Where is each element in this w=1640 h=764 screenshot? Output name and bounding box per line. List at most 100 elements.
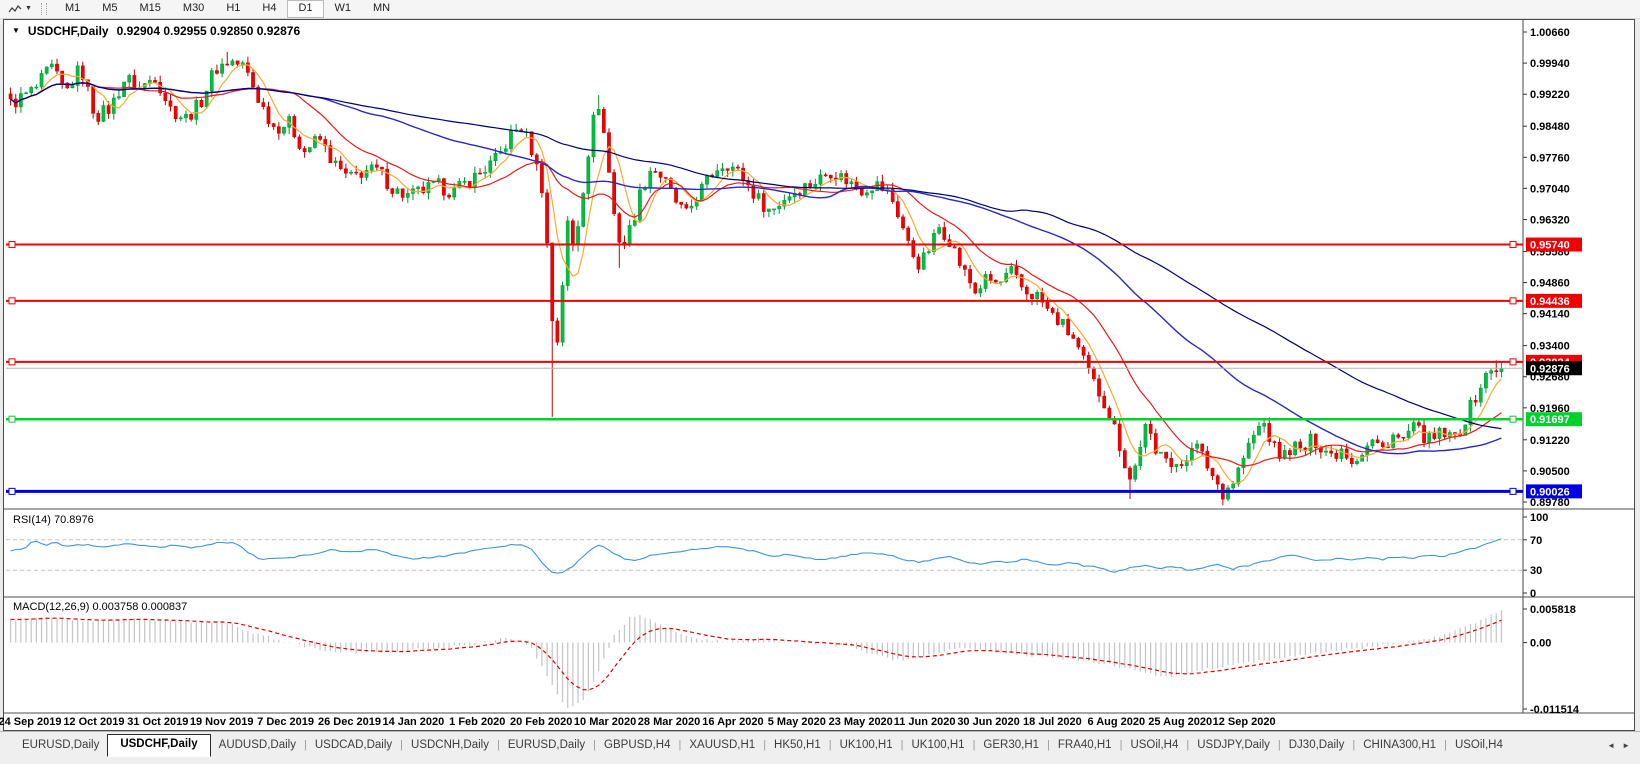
candle-body — [1422, 425, 1426, 443]
candle-body — [952, 246, 957, 249]
level-handle[interactable] — [1509, 358, 1517, 366]
macd-tick-label: 0.00 — [1530, 638, 1551, 650]
candle-body — [266, 106, 271, 124]
tab-dj30-daily[interactable]: DJ30,Daily — [1288, 739, 1345, 751]
tab-hk50-h1[interactable]: HK50,H1 — [774, 739, 821, 751]
price-tick-label: 0.94860 — [1530, 278, 1570, 290]
toolbar-grip[interactable] — [40, 3, 47, 15]
candle-body — [1288, 450, 1292, 456]
level-handle[interactable] — [1509, 487, 1517, 495]
level-handle[interactable] — [8, 487, 16, 495]
candle-body — [271, 123, 276, 127]
level-handle[interactable] — [1509, 241, 1517, 249]
date-label: 28 Mar 2020 — [637, 716, 701, 728]
rsi-tick-label: 30 — [1530, 565, 1542, 577]
candle-body — [576, 226, 580, 245]
candle-body — [973, 282, 978, 294]
candle-body — [942, 227, 947, 240]
tab-eurusd-daily[interactable]: EURUSD,Daily — [507, 739, 586, 751]
candle-body — [1401, 436, 1406, 439]
tab-usoil-h4[interactable]: USOil,H4 — [1130, 739, 1179, 751]
tab-uk100-h1[interactable]: UK100,H1 — [911, 739, 965, 751]
candle-body — [1262, 423, 1266, 427]
timeframe-m15[interactable]: M15 — [139, 2, 161, 14]
tab-usoil-h4[interactable]: USOil,H4 — [1454, 739, 1503, 751]
candle-body — [173, 106, 178, 120]
tab-ger30-h1[interactable]: GER30,H1 — [983, 739, 1040, 751]
chevron-down-icon[interactable]: ▼ — [25, 5, 32, 12]
candle-body — [369, 164, 374, 171]
chart-tool-button[interactable]: ▼ — [3, 1, 37, 17]
date-label: 10 Mar 2020 — [573, 716, 637, 728]
tab-china300-h1[interactable]: CHINA300,H1 — [1363, 739, 1437, 751]
tab-gbpusd-h4[interactable]: GBPUSD,H4 — [604, 739, 671, 751]
tab-audusd-daily[interactable]: AUDUSD,Daily — [218, 739, 296, 751]
ma-fast-line — [10, 64, 1502, 484]
timeframe-d1[interactable]: D1 — [287, 0, 324, 18]
timeframe-w1[interactable]: W1 — [334, 2, 352, 14]
rsi-indicator-label: RSI(14) 70.8976 — [13, 514, 94, 526]
tab-xauusd-h1[interactable]: XAUUSD,H1 — [689, 739, 756, 751]
level-handle[interactable] — [1509, 415, 1517, 423]
tab-fra40-h1[interactable]: FRA40,H1 — [1057, 739, 1112, 751]
candle-body — [462, 181, 467, 183]
candle-body — [1246, 442, 1251, 459]
level-handle[interactable] — [8, 415, 16, 423]
candle-body — [426, 182, 431, 194]
candle-body — [178, 117, 183, 120]
tab-eurusd-daily[interactable]: EURUSD,Daily — [22, 739, 100, 751]
date-axis[interactable]: 24 Sep 2019 12 Oct 2019 31 Oct 2019 19 Nov … — [0, 714, 1634, 730]
candle-body — [1195, 443, 1199, 449]
price-level-label-text: 0.90026 — [1530, 486, 1570, 498]
candle-body — [1329, 450, 1334, 454]
candle-body — [767, 208, 771, 212]
candle-body — [1324, 450, 1328, 453]
timeframe-h1[interactable]: H1 — [226, 2, 241, 14]
chart-dropdown-icon[interactable]: ▼ — [12, 26, 20, 35]
timeframe-mn[interactable]: MN — [373, 2, 391, 14]
timeframe-m30[interactable]: M30 — [182, 2, 205, 14]
candle-body — [1406, 430, 1411, 439]
tab-scroll-arrows: ◄ ► — [1603, 735, 1636, 750]
price-tick-label: 0.98480 — [1530, 121, 1570, 133]
candle-body — [1092, 368, 1096, 380]
candle-body — [1298, 441, 1303, 449]
level-handle[interactable] — [8, 358, 16, 366]
candle-body — [586, 156, 591, 194]
tab-usdjpy-daily[interactable]: USDJPY,Daily — [1197, 739, 1270, 751]
candle-body — [421, 186, 426, 194]
candle-body — [215, 70, 219, 74]
candle-body — [777, 205, 782, 210]
timeframe-m1[interactable]: M1 — [64, 2, 81, 14]
tab-usdcad-daily[interactable]: USDCAD,Daily — [314, 739, 393, 751]
tab-usdchf-daily[interactable]: USDCHF,Daily — [107, 734, 211, 757]
candle-body — [638, 189, 642, 221]
level-handle[interactable] — [8, 297, 16, 305]
candle-body — [44, 66, 49, 74]
candle-body — [772, 208, 776, 211]
date-label: 26 Dec 2019 — [318, 716, 381, 728]
price-tick-label: 0.94140 — [1530, 309, 1570, 321]
timeframe-m5[interactable]: M5 — [102, 2, 118, 14]
level-handle[interactable] — [1509, 297, 1517, 305]
tab-uk100-h1[interactable]: UK100,H1 — [839, 739, 893, 751]
candle-body — [730, 166, 735, 171]
candle-body — [209, 70, 214, 92]
candle-body — [916, 256, 921, 270]
price-axis[interactable]: 1.00660 0.99940 0.99220 0.98480 0.97760 0.970… — [1523, 27, 1570, 509]
candle-body — [49, 63, 54, 68]
tab-scroll-left-icon[interactable]: ◄ — [1607, 741, 1616, 750]
tab-usdcnh-daily[interactable]: USDCNH,Daily — [411, 739, 489, 751]
candle-body — [1360, 454, 1364, 462]
chart-canvas[interactable]: 1.00660 0.99940 0.99220 0.98480 0.97760 0.970… — [4, 20, 1634, 716]
date-label: 12 Oct 2019 — [63, 716, 125, 728]
tab-scroll-right-icon[interactable]: ► — [1622, 741, 1630, 750]
candle-body — [921, 252, 926, 270]
candle-body — [1081, 346, 1086, 356]
candle-body — [1215, 475, 1220, 485]
macd-signal-line — [10, 617, 1502, 691]
level-handle[interactable] — [8, 241, 16, 249]
timeframe-h4[interactable]: H4 — [262, 2, 277, 14]
chart-tabs: EURUSD,Daily USDCHF,Daily AUDUSD,Daily | USD… — [14, 734, 1511, 757]
candle-body — [106, 105, 111, 114]
